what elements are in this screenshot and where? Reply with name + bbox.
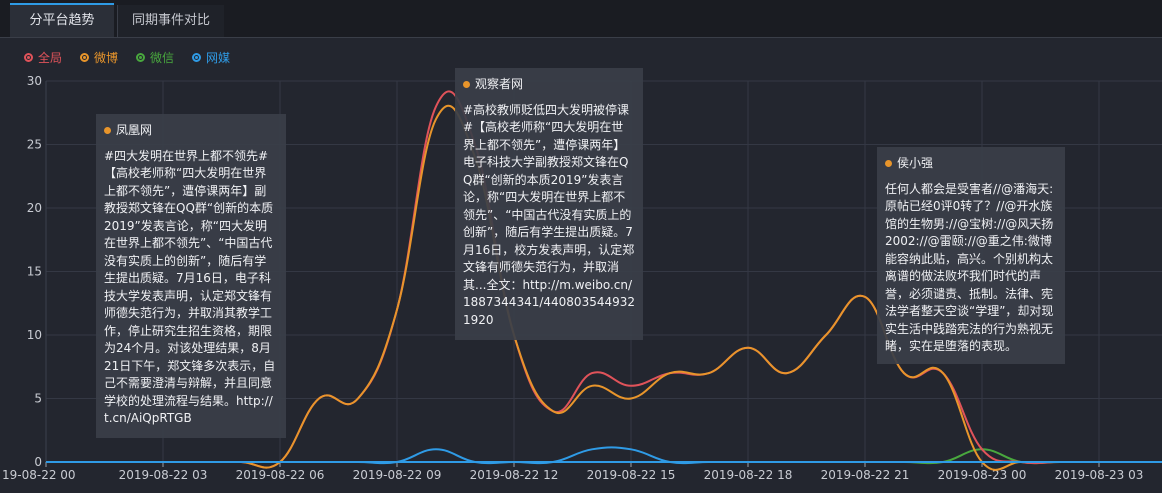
x-tick-label: 2019-08-23 03 bbox=[1055, 468, 1144, 482]
y-tick-label: 10 bbox=[27, 328, 42, 342]
tooltip-header: 凤凰网 bbox=[104, 122, 278, 140]
legend-label: 网媒 bbox=[206, 50, 231, 65]
series-line-1 bbox=[46, 104, 1162, 471]
series-dot-icon bbox=[885, 160, 892, 168]
tooltip-header: 侯小强 bbox=[885, 155, 1057, 173]
tooltip-source: 侯小强 bbox=[897, 156, 934, 170]
legend-label: 全局 bbox=[38, 50, 63, 65]
legend-marker-icon bbox=[136, 52, 146, 62]
x-tick-label: 2019-08-22 21 bbox=[821, 468, 910, 482]
legend-item-all[interactable]: 全局 bbox=[24, 48, 62, 66]
tooltip-source: 观察者网 bbox=[475, 77, 524, 91]
x-tick-label: 2019-08-22 12 bbox=[470, 468, 559, 482]
y-tick-label: 0 bbox=[34, 455, 42, 469]
series-dot-icon bbox=[104, 127, 111, 135]
x-tick-label: 19-08-22 00 bbox=[2, 468, 76, 482]
x-tick-label: 2019-08-22 18 bbox=[704, 468, 793, 482]
y-tick-label: 5 bbox=[34, 392, 42, 406]
legend-label: 微博 bbox=[94, 50, 119, 65]
x-tick-label: 2019-08-23 00 bbox=[938, 468, 1027, 482]
y-tick-label: 25 bbox=[27, 138, 42, 152]
legend-item-weibo[interactable]: 微博 bbox=[80, 48, 118, 66]
tab-event-compare[interactable]: 同期事件对比 bbox=[117, 5, 224, 37]
legend-item-webmedia[interactable]: 网媒 bbox=[192, 48, 230, 66]
legend-marker-icon bbox=[24, 52, 33, 62]
x-tick-label: 2019-08-22 06 bbox=[236, 468, 325, 482]
y-tick-label: 30 bbox=[27, 74, 42, 88]
x-tick-label: 2019-08-22 15 bbox=[587, 468, 676, 482]
tooltip-guanchazhe: 观察者网 #高校教师贬低四大发明被停课#【高校老师称“四大发明在世界上都不领先”… bbox=[455, 68, 643, 340]
tooltip-header: 观察者网 bbox=[463, 76, 635, 94]
tab-bar: 分平台趋势 同期事件对比 bbox=[0, 0, 1162, 38]
tooltip-source: 凤凰网 bbox=[116, 123, 153, 137]
legend-item-weixin[interactable]: 微信 bbox=[136, 48, 174, 66]
x-tick-label: 2019-08-22 03 bbox=[119, 468, 208, 482]
tooltip-text: 任何人都会是受害者//@潘海天:原帖已经0评0转了？//@开水族馆的生物男://… bbox=[885, 181, 1054, 354]
legend-marker-icon bbox=[192, 52, 202, 62]
x-tick-label: 2019-08-22 09 bbox=[353, 468, 442, 482]
tooltip-text: #高校教师贬低四大发明被停课#【高校老师称“四大发明在世界上都不领先”，遭停课两… bbox=[463, 102, 636, 327]
y-tick-label: 15 bbox=[27, 265, 42, 279]
chart-legend: 全局 微博 微信 网媒 bbox=[24, 48, 230, 66]
series-line-3 bbox=[46, 446, 1162, 465]
tab-platform-trend[interactable]: 分平台趋势 bbox=[10, 3, 114, 37]
tooltip-fenghuang: 凤凰网 #四大发明在世界上都不领先#【高校老师称“四大发明在世界上都不领先”，遭… bbox=[96, 114, 286, 438]
series-dot-icon bbox=[463, 81, 470, 89]
tooltip-text: #四大发明在世界上都不领先#【高校老师称“四大发明在世界上都不领先”，遭停课两年… bbox=[104, 148, 276, 426]
legend-marker-icon bbox=[80, 52, 90, 62]
y-tick-label: 20 bbox=[27, 201, 42, 215]
tooltip-houxiaoqiang: 侯小强 任何人都会是受害者//@潘海天:原帖已经0评0转了？//@开水族馆的生物… bbox=[877, 147, 1065, 364]
legend-label: 微信 bbox=[150, 50, 175, 65]
